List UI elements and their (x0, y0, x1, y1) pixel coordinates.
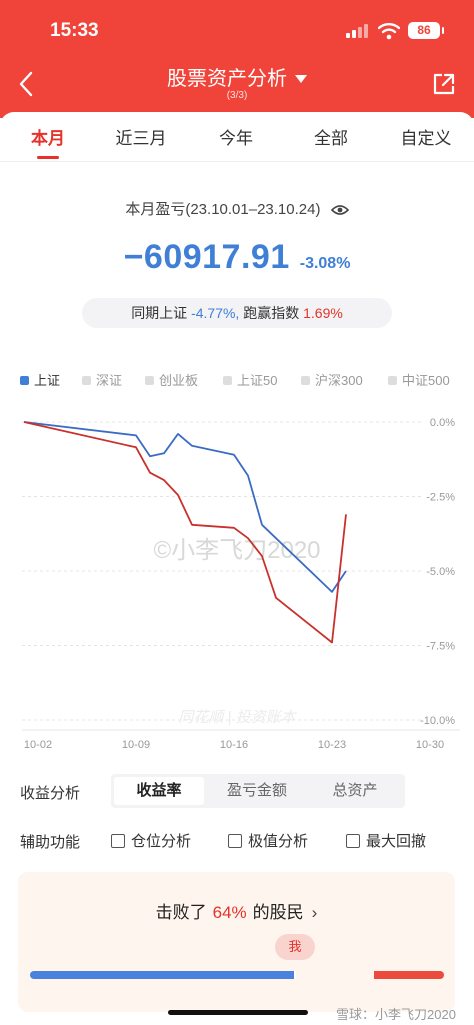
legend-label: 上证50 (237, 373, 278, 388)
page-title-dropdown[interactable]: 股票资产分析 (0, 62, 474, 91)
legend-item-sse50[interactable]: 上证50 (223, 370, 277, 389)
page-title: 股票资产分析 (167, 68, 287, 90)
checkbox-icon (346, 834, 360, 848)
page-indicator: (3/3) (226, 90, 248, 101)
chart-watermark-brand: 同花顺 | 投资账本 (178, 709, 297, 726)
x-tick-label: 10-30 (416, 739, 444, 751)
profit-amount: −60917.91 (123, 238, 290, 276)
legend-swatch (301, 376, 310, 385)
checkbox-label: 极值分析 (248, 833, 309, 850)
x-tick-label: 10-23 (318, 739, 346, 751)
legend-swatch (145, 376, 154, 385)
y-tick-label: -7.5% (426, 641, 455, 653)
rank-bar-red (373, 971, 444, 979)
legend-label: 上证 (34, 373, 61, 388)
rank-suffix: 的股民 (252, 903, 304, 922)
legend-label: 创业板 (159, 373, 199, 388)
legend-label: 沪深300 (315, 373, 363, 388)
eye-icon[interactable] (330, 203, 349, 217)
index-comparison-pill: 同期上证 -4.77%, 跑赢指数 1.69% (82, 298, 392, 328)
battery-icon: 86 (408, 22, 444, 39)
tab-this-month[interactable]: 本月 (31, 129, 65, 148)
my-position-bubble: 我 (274, 934, 315, 960)
tab-all[interactable]: 全部 (314, 129, 348, 148)
checkbox-icon (111, 834, 125, 848)
index-series-line (23, 421, 347, 593)
compare-mid: 跑赢指数 (243, 305, 300, 321)
compare-index-value: -4.77%, (191, 305, 240, 321)
index-legend: 上证 深证 创业板 上证50 沪深300 中证500 (20, 370, 460, 388)
checkbox-extreme-analysis[interactable]: 极值分析 (228, 830, 308, 851)
chevron-right-icon: › (311, 903, 318, 922)
tab-three-months[interactable]: 近三月 (115, 129, 167, 148)
status-time: 15:33 (50, 20, 99, 41)
segment-return-rate[interactable]: 收益率 (114, 777, 204, 805)
y-tick-label: -5.0% (426, 566, 455, 578)
navigation-bar: 股票资产分析 (3/3) (0, 60, 474, 110)
profit-period-text: 本月盈亏(23.10.01–23.10.24) (125, 201, 321, 218)
compare-outperform-value: 1.69% (303, 305, 343, 321)
tab-custom[interactable]: 自定义 (400, 129, 452, 148)
footer-watermark: 雪球：小李飞刀2020 (336, 1007, 456, 1022)
profit-analysis-label: 收益分析 (20, 785, 81, 802)
segment-total-assets[interactable]: 总资产 (332, 782, 378, 799)
profit-amount-row: −60917.91 -3.08% (0, 238, 474, 277)
compare-prefix: 同期上证 (131, 305, 188, 321)
legend-label: 中证500 (402, 373, 450, 388)
back-arrow-icon[interactable] (14, 70, 38, 98)
profit-period-label: 本月盈亏(23.10.01–23.10.24) (0, 198, 474, 219)
rank-bar-blue (30, 971, 295, 979)
legend-label: 深证 (96, 373, 123, 388)
checkbox-label: 仓位分析 (131, 833, 192, 850)
y-tick-label: -2.5% (426, 492, 455, 504)
investor-rank-card[interactable]: 击败了 64% 的股民 › 我 (18, 872, 455, 1012)
status-bar: 15:33 86 (0, 0, 474, 60)
rank-distribution-bar (30, 971, 444, 979)
legend-swatch (223, 376, 232, 385)
rank-percent: 64% (212, 903, 247, 922)
metric-segmented-control: 收益率 盈亏金额 总资产 (111, 774, 405, 808)
profit-percent: -3.08% (299, 255, 351, 272)
return-chart[interactable]: ©小李飞刀2020 同花顺 | 投资账本 0.0% -2.5% -5.0% -7.5%… (0, 408, 474, 758)
checkbox-max-drawdown[interactable]: 最大回撤 (346, 830, 426, 851)
legend-item-shanghai[interactable]: 上证 (20, 370, 60, 389)
top-bar: 15:33 86 股票资产分析 (3/3) (0, 0, 474, 118)
rank-bar-marker (293, 971, 296, 979)
home-indicator (168, 1010, 308, 1015)
legend-swatch (20, 376, 29, 385)
x-tick-label: 10-02 (24, 739, 52, 751)
checkbox-position-analysis[interactable]: 仓位分析 (111, 830, 191, 851)
rank-title: 击败了 64% 的股民 › (18, 898, 455, 923)
x-tick-label: 10-09 (122, 739, 150, 751)
legend-swatch (82, 376, 91, 385)
chart-watermark: ©小李飞刀2020 (153, 537, 320, 564)
segment-profit-amount[interactable]: 盈亏金额 (226, 782, 287, 799)
x-tick-label: 10-16 (220, 739, 248, 751)
legend-item-shenzhen[interactable]: 深证 (82, 370, 122, 389)
legend-item-csi500[interactable]: 中证500 (388, 370, 450, 389)
legend-item-chinext[interactable]: 创业板 (145, 370, 198, 389)
cellular-signal-icon (346, 24, 370, 38)
legend-item-csi300[interactable]: 沪深300 (301, 370, 363, 389)
share-icon[interactable] (432, 72, 456, 96)
caret-down-icon (295, 75, 307, 83)
rank-prefix: 击败了 (155, 903, 207, 922)
checkbox-label: 最大回撤 (366, 833, 427, 850)
portfolio-series-line (23, 421, 347, 644)
y-tick-label: 0.0% (430, 417, 455, 429)
y-tick-label: -10.0% (420, 715, 455, 727)
period-tabs: 本月 近三月 今年 全部 自定义 (0, 112, 474, 162)
checkbox-icon (228, 834, 242, 848)
active-tab-indicator (37, 156, 59, 159)
wifi-icon (378, 23, 400, 40)
aux-functions-label: 辅助功能 (20, 834, 81, 851)
tab-this-year[interactable]: 今年 (219, 129, 253, 148)
legend-swatch (388, 376, 397, 385)
